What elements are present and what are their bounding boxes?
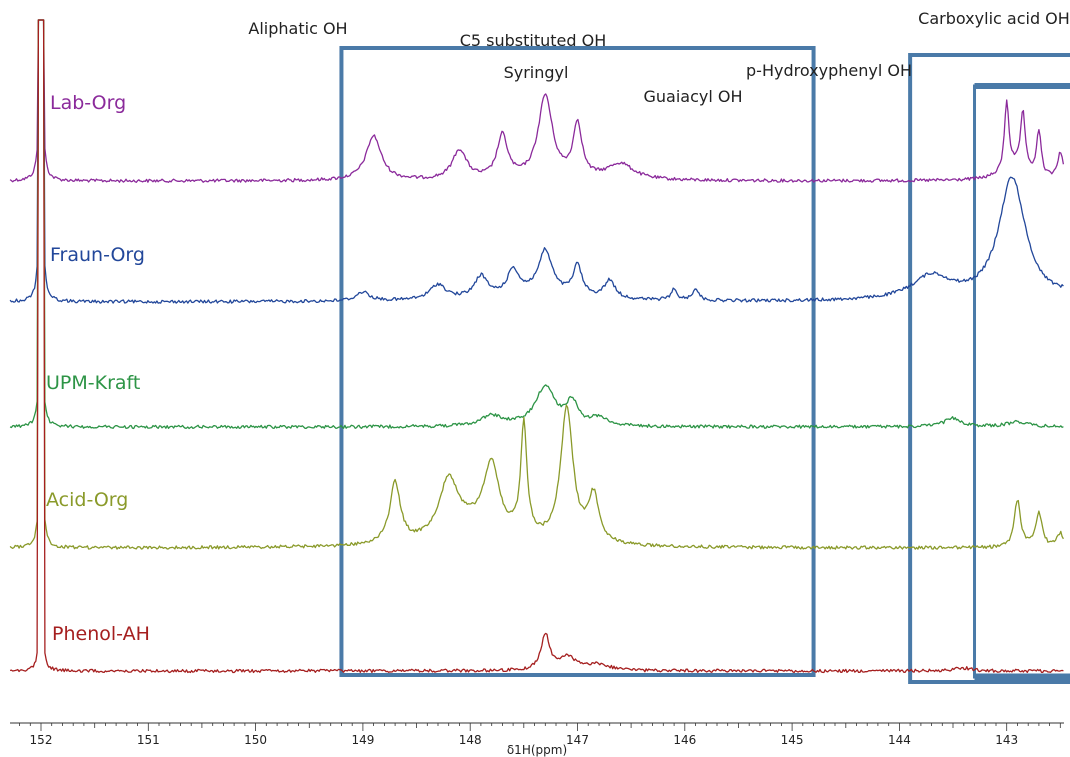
x-axis-ticks: 1521511501491481471461451441431421411401… (19, 723, 1061, 747)
x-tick-label: 146 (673, 733, 696, 747)
x-tick-label: 151 (137, 733, 160, 747)
x-tick-label: 149 (351, 733, 374, 747)
sample-label-acid-org: Acid-Org (46, 489, 128, 511)
region-box-syringyl-bottom-bar (974, 673, 1070, 681)
sample-labels: Lab-Org Fraun-Org UPM-Kraft Acid-Org Phenol-… (46, 92, 150, 645)
spectrum-upm-kraft (9, 19, 1064, 430)
sample-label-phenol-ah: Phenol-AH (52, 623, 150, 645)
x-tick-label: 143 (995, 733, 1018, 747)
region-box-c5-substituted-oh (908, 53, 1070, 684)
x-tick-label: 144 (888, 733, 911, 747)
region-label-p-hydroxyphenyl-oh: p-Hydroxyphenyl OH (746, 61, 912, 80)
spectrum-acid-org (9, 19, 1064, 550)
x-tick-label: 147 (566, 733, 589, 747)
spectrum-phenol-ah (9, 19, 1064, 674)
region-label-c5-substituted-oh: C5 substituted OH (460, 31, 607, 50)
region-label-guaiacyl-oh: Guaiacyl OH (643, 87, 742, 106)
region-label-aliphatic-oh: Aliphatic OH (248, 19, 347, 38)
x-tick-label: 152 (30, 733, 53, 747)
spectrum-fraun-org (9, 19, 1064, 304)
x-axis: 1521511501491481471461451441431421411401… (10, 722, 1064, 757)
spectrum-lab-org (9, 19, 1065, 183)
region-box-syringyl-top-bar (974, 83, 1070, 89)
sample-label-upm-kraft: UPM-Kraft (46, 372, 140, 394)
region-box-aliphatic-oh (339, 46, 816, 677)
x-tick-label: 150 (244, 733, 267, 747)
region-label-carboxylic-acid-oh: Carboxylic acid OH (918, 9, 1070, 28)
region-box-syringyl (973, 84, 1070, 679)
x-axis-label: δ1H(ppm) (507, 743, 567, 757)
x-tick-label: 148 (459, 733, 482, 747)
region-label-syringyl: Syringyl (504, 63, 569, 82)
sample-label-lab-org: Lab-Org (50, 92, 126, 114)
spectrum-traces (9, 19, 1065, 674)
x-tick-label: 145 (781, 733, 804, 747)
region-boxes: Aliphatic OH C5 substituted OH Syringyl Gua… (248, 9, 1070, 684)
sample-label-fraun-org: Fraun-Org (50, 244, 145, 266)
